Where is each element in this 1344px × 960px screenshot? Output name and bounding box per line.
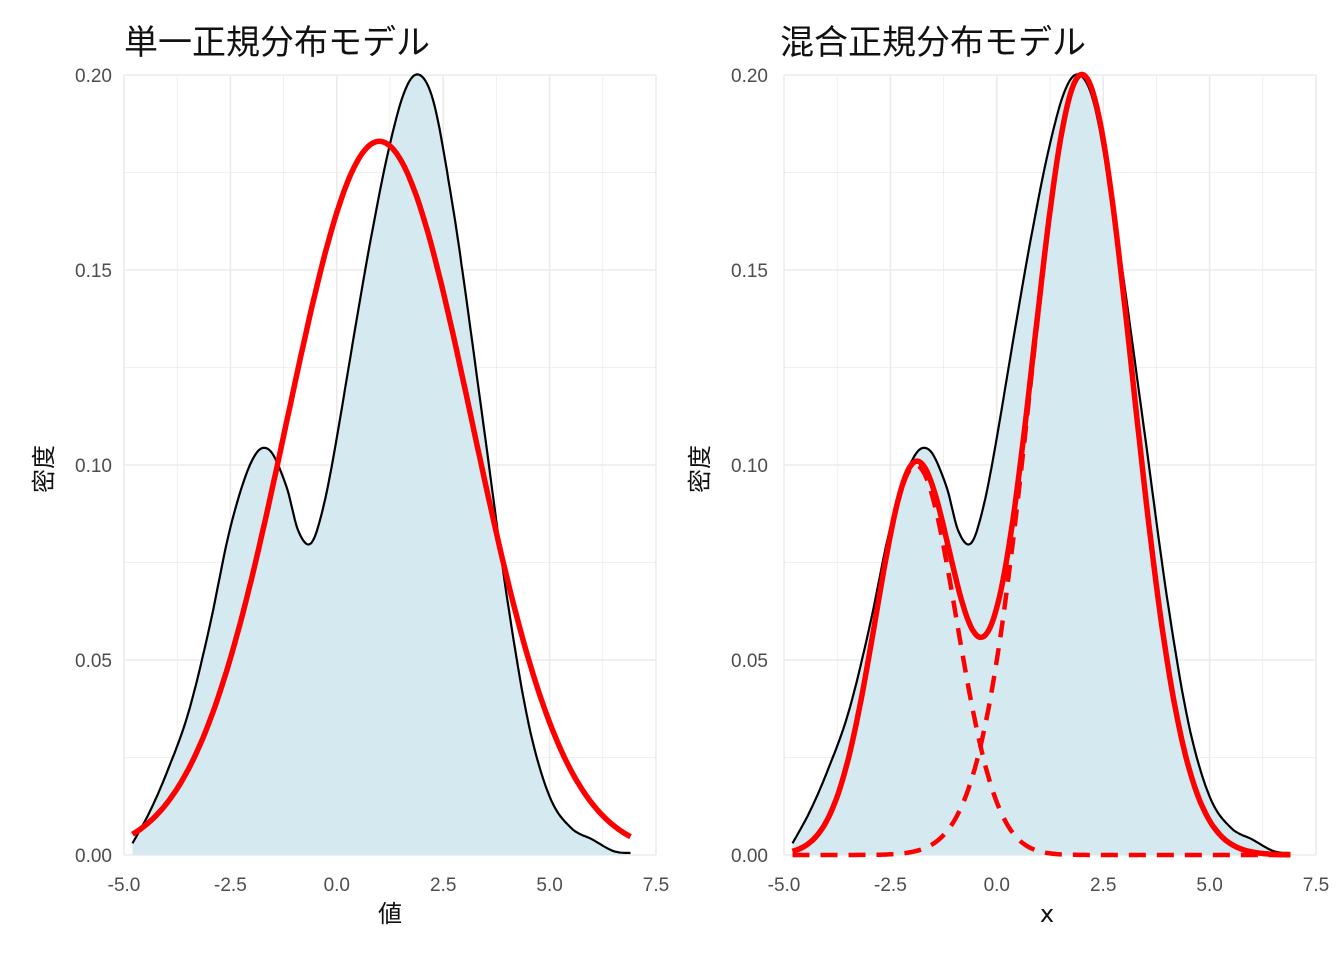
x-axis-label: x bbox=[1040, 900, 1054, 928]
x-tick-label: -5.0 bbox=[768, 875, 801, 896]
kernel-density-area bbox=[132, 74, 631, 855]
x-tick-label: 2.5 bbox=[1090, 875, 1116, 896]
x-tick-label: 7.5 bbox=[1303, 875, 1329, 896]
panel-title: 単一正規分布モデル bbox=[124, 23, 430, 63]
x-tick-label: -5.0 bbox=[108, 875, 141, 896]
x-tick-label: -2.5 bbox=[214, 875, 247, 896]
y-axis-label: 密度 bbox=[30, 445, 58, 493]
y-tick-label: 0.10 bbox=[731, 456, 768, 477]
y-tick-label: 0.20 bbox=[731, 66, 768, 87]
x-tick-labels: -5.0 -2.5 0.0 2.5 5.0 7.5 bbox=[768, 875, 1330, 896]
y-tick-label: 0.05 bbox=[75, 651, 112, 672]
density-lines bbox=[131, 73, 632, 855]
x-axis-label: 値 bbox=[378, 900, 402, 928]
y-tick-label: 0.15 bbox=[731, 261, 768, 282]
x-tick-labels: -5.0 -2.5 0.0 2.5 5.0 7.5 bbox=[108, 875, 670, 896]
x-tick-label: 5.0 bbox=[536, 875, 562, 896]
panel-title: 混合正規分布モデル bbox=[780, 23, 1086, 63]
y-tick-label: 0.15 bbox=[75, 261, 112, 282]
density-area bbox=[132, 74, 631, 855]
mixture-total-curve bbox=[791, 71, 1292, 858]
y-axis-label: 密度 bbox=[686, 445, 714, 493]
single-normal-fit-curve bbox=[131, 138, 632, 840]
x-tick-label: 0.0 bbox=[324, 875, 350, 896]
x-tick-label: 0.0 bbox=[984, 875, 1010, 896]
y-tick-label: 0.20 bbox=[75, 66, 112, 87]
y-tick-label: 0.00 bbox=[75, 846, 112, 867]
x-tick-label: -2.5 bbox=[874, 875, 907, 896]
x-tick-label: 2.5 bbox=[430, 875, 456, 896]
x-tick-label: 5.0 bbox=[1196, 875, 1222, 896]
y-tick-label: 0.00 bbox=[731, 846, 768, 867]
y-tick-label: 0.05 bbox=[731, 651, 768, 672]
y-tick-label: 0.10 bbox=[75, 456, 112, 477]
y-tick-labels: 0.00 0.05 0.10 0.15 0.20 bbox=[731, 66, 768, 867]
y-tick-labels: 0.00 0.05 0.10 0.15 0.20 bbox=[75, 66, 112, 867]
kernel-density-line bbox=[131, 73, 631, 855]
x-tick-label: 7.5 bbox=[643, 875, 669, 896]
density-lines bbox=[791, 71, 1292, 858]
panel-single-normal: 単一正規分布モデル 0.00 0.05 0.10 0.15 0.20 -5.0 -2.5 0… bbox=[30, 23, 669, 928]
panel-mixture-normal: 混合正規分布モデル 0.00 0.05 0.10 0.15 0.20 -5.0 -2.5 0… bbox=[686, 23, 1329, 928]
